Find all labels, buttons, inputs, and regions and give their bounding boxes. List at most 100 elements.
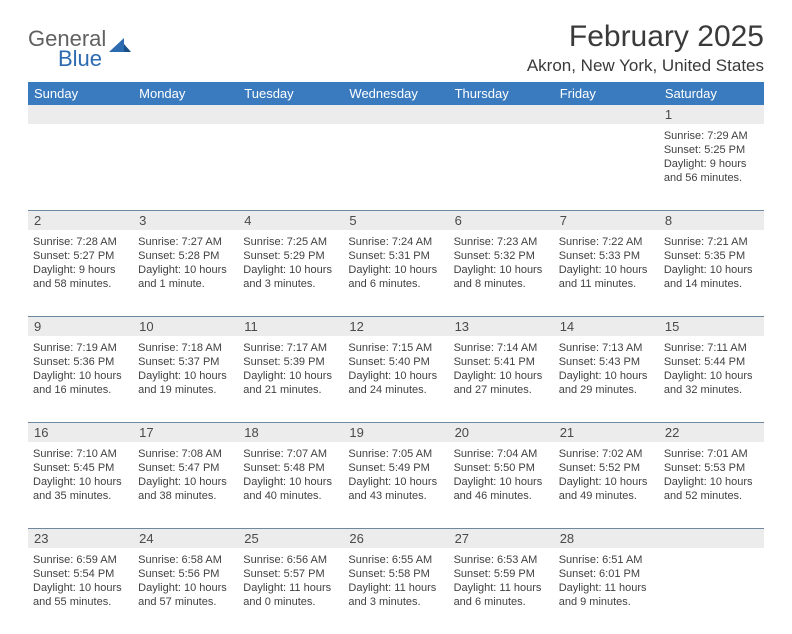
day-cell-body: Sunrise: 7:08 AMSunset: 5:47 PMDaylight:…	[138, 445, 233, 503]
day-cell-body: Sunrise: 7:04 AMSunset: 5:50 PMDaylight:…	[454, 445, 549, 503]
day-line-ss: Sunset: 5:37 PM	[138, 355, 233, 369]
day-cell-body: Sunrise: 7:18 AMSunset: 5:37 PMDaylight:…	[138, 339, 233, 397]
day-cell-body: Sunrise: 6:55 AMSunset: 5:58 PMDaylight:…	[348, 551, 443, 609]
day-cell: Sunrise: 7:11 AMSunset: 5:44 PMDaylight:…	[659, 336, 764, 422]
day-line-ss: Sunset: 5:40 PM	[348, 355, 443, 369]
day-number	[343, 105, 448, 124]
day-cell: Sunrise: 7:27 AMSunset: 5:28 PMDaylight:…	[133, 230, 238, 316]
day-cell-body: Sunrise: 7:23 AMSunset: 5:32 PMDaylight:…	[454, 233, 549, 291]
day-line-ss: Sunset: 5:58 PM	[348, 567, 443, 581]
day-cell-body: Sunrise: 6:51 AMSunset: 6:01 PMDaylight:…	[559, 551, 654, 609]
brand-logo: General Blue	[28, 20, 131, 72]
weekday-fri: Friday	[554, 82, 659, 105]
day-line-sr: Sunrise: 6:55 AM	[348, 553, 443, 567]
day-line-ss: Sunset: 5:32 PM	[454, 249, 549, 263]
weekday-sun: Sunday	[28, 82, 133, 105]
day-line-dl2: and 8 minutes.	[454, 277, 549, 291]
day-line-sr: Sunrise: 7:24 AM	[348, 235, 443, 249]
day-cell: Sunrise: 6:55 AMSunset: 5:58 PMDaylight:…	[343, 548, 448, 634]
day-cell: Sunrise: 7:29 AMSunset: 5:25 PMDaylight:…	[659, 124, 764, 210]
weekday-thu: Thursday	[449, 82, 554, 105]
day-line-ss: Sunset: 5:49 PM	[348, 461, 443, 475]
day-line-sr: Sunrise: 6:58 AM	[138, 553, 233, 567]
day-line-sr: Sunrise: 6:51 AM	[559, 553, 654, 567]
day-cell-body: Sunrise: 7:07 AMSunset: 5:48 PMDaylight:…	[243, 445, 338, 503]
day-line-dl2: and 9 minutes.	[559, 595, 654, 609]
day-cell-body: Sunrise: 6:58 AMSunset: 5:56 PMDaylight:…	[138, 551, 233, 609]
day-number: 20	[449, 423, 554, 442]
weekday-tue: Tuesday	[238, 82, 343, 105]
day-cell-body: Sunrise: 7:01 AMSunset: 5:53 PMDaylight:…	[664, 445, 759, 503]
day-number	[449, 105, 554, 124]
day-line-dl1: Daylight: 11 hours	[348, 581, 443, 595]
triangle-icon	[109, 38, 131, 52]
day-line-dl2: and 38 minutes.	[138, 489, 233, 503]
day-line-sr: Sunrise: 7:10 AM	[33, 447, 128, 461]
day-line-dl1: Daylight: 10 hours	[138, 263, 233, 277]
day-cell-body: Sunrise: 7:27 AMSunset: 5:28 PMDaylight:…	[138, 233, 233, 291]
day-cell: Sunrise: 7:13 AMSunset: 5:43 PMDaylight:…	[554, 336, 659, 422]
day-line-sr: Sunrise: 7:17 AM	[243, 341, 338, 355]
day-line-sr: Sunrise: 7:14 AM	[454, 341, 549, 355]
day-line-sr: Sunrise: 7:15 AM	[348, 341, 443, 355]
day-cell-body: Sunrise: 7:17 AMSunset: 5:39 PMDaylight:…	[243, 339, 338, 397]
day-number: 27	[449, 529, 554, 548]
day-cell	[238, 124, 343, 210]
day-cell: Sunrise: 7:05 AMSunset: 5:49 PMDaylight:…	[343, 442, 448, 528]
week-row: Sunrise: 7:10 AMSunset: 5:45 PMDaylight:…	[28, 442, 764, 529]
day-line-dl1: Daylight: 10 hours	[664, 475, 759, 489]
day-cell: Sunrise: 7:25 AMSunset: 5:29 PMDaylight:…	[238, 230, 343, 316]
day-line-sr: Sunrise: 7:28 AM	[33, 235, 128, 249]
week-row: Sunrise: 7:29 AMSunset: 5:25 PMDaylight:…	[28, 124, 764, 211]
weekday-wed: Wednesday	[343, 82, 448, 105]
day-line-sr: Sunrise: 6:56 AM	[243, 553, 338, 567]
day-number: 7	[554, 211, 659, 230]
day-number: 14	[554, 317, 659, 336]
day-line-ss: Sunset: 5:57 PM	[243, 567, 338, 581]
day-cell: Sunrise: 7:22 AMSunset: 5:33 PMDaylight:…	[554, 230, 659, 316]
day-cell	[28, 124, 133, 210]
day-line-dl1: Daylight: 10 hours	[559, 369, 654, 383]
day-number: 18	[238, 423, 343, 442]
day-cell-body: Sunrise: 7:19 AMSunset: 5:36 PMDaylight:…	[33, 339, 128, 397]
day-line-sr: Sunrise: 7:05 AM	[348, 447, 443, 461]
day-cell-body: Sunrise: 7:24 AMSunset: 5:31 PMDaylight:…	[348, 233, 443, 291]
day-line-dl2: and 32 minutes.	[664, 383, 759, 397]
day-cell	[659, 548, 764, 634]
day-line-dl2: and 19 minutes.	[138, 383, 233, 397]
daynum-row: 9101112131415	[28, 317, 764, 336]
day-line-ss: Sunset: 5:50 PM	[454, 461, 549, 475]
day-line-sr: Sunrise: 7:25 AM	[243, 235, 338, 249]
day-cell-body: Sunrise: 6:53 AMSunset: 5:59 PMDaylight:…	[454, 551, 549, 609]
day-line-dl1: Daylight: 10 hours	[559, 263, 654, 277]
day-line-sr: Sunrise: 7:04 AM	[454, 447, 549, 461]
day-line-ss: Sunset: 5:52 PM	[559, 461, 654, 475]
day-line-dl1: Daylight: 9 hours	[33, 263, 128, 277]
day-cell	[133, 124, 238, 210]
day-line-dl2: and 11 minutes.	[559, 277, 654, 291]
day-cell: Sunrise: 6:56 AMSunset: 5:57 PMDaylight:…	[238, 548, 343, 634]
day-cell: Sunrise: 6:58 AMSunset: 5:56 PMDaylight:…	[133, 548, 238, 634]
day-number: 17	[133, 423, 238, 442]
day-number: 24	[133, 529, 238, 548]
daynum-row: 1	[28, 105, 764, 124]
day-cell: Sunrise: 7:28 AMSunset: 5:27 PMDaylight:…	[28, 230, 133, 316]
day-cell: Sunrise: 7:18 AMSunset: 5:37 PMDaylight:…	[133, 336, 238, 422]
day-line-ss: Sunset: 5:28 PM	[138, 249, 233, 263]
day-line-sr: Sunrise: 7:02 AM	[559, 447, 654, 461]
day-line-dl1: Daylight: 10 hours	[33, 475, 128, 489]
weekday-sat: Saturday	[659, 82, 764, 105]
day-cell-body: Sunrise: 7:21 AMSunset: 5:35 PMDaylight:…	[664, 233, 759, 291]
day-number: 28	[554, 529, 659, 548]
day-line-dl2: and 57 minutes.	[138, 595, 233, 609]
day-line-dl2: and 6 minutes.	[348, 277, 443, 291]
day-number: 26	[343, 529, 448, 548]
day-number	[238, 105, 343, 124]
day-cell: Sunrise: 7:10 AMSunset: 5:45 PMDaylight:…	[28, 442, 133, 528]
day-cell-body: Sunrise: 7:15 AMSunset: 5:40 PMDaylight:…	[348, 339, 443, 397]
day-cell	[449, 124, 554, 210]
day-cell-body: Sunrise: 7:28 AMSunset: 5:27 PMDaylight:…	[33, 233, 128, 291]
day-line-dl1: Daylight: 10 hours	[138, 475, 233, 489]
weeks-container: 1Sunrise: 7:29 AMSunset: 5:25 PMDaylight…	[28, 105, 764, 634]
day-line-ss: Sunset: 5:53 PM	[664, 461, 759, 475]
